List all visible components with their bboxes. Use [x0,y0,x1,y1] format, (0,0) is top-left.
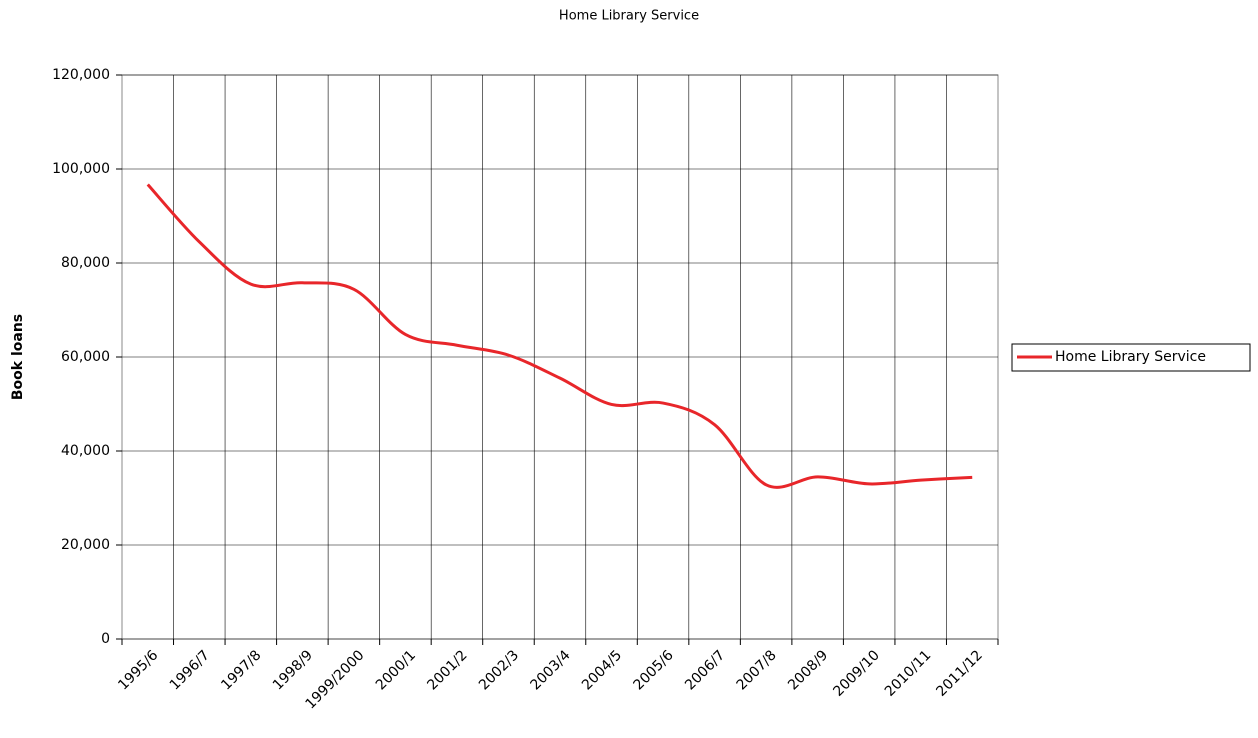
y-tick-label: 20,000 [61,537,110,553]
x-tick-label: 1997/8 [218,647,264,693]
x-tick-label: 2010/11 [882,647,934,699]
y-tick-label: 100,000 [52,161,110,177]
x-tick-label: 2001/2 [424,647,470,693]
x-tick-label: 1998/9 [270,647,316,693]
x-tick-label: 2004/5 [579,647,625,693]
x-tick-label: 1995/6 [115,647,161,693]
x-tick-label: 2006/7 [682,647,728,693]
legend-label: Home Library Service [1055,349,1206,365]
x-tick-label: 2002/3 [476,647,522,693]
x-tick-label: 2000/1 [373,647,419,693]
y-tick-label: 80,000 [61,255,110,271]
x-tick-label: 2007/8 [734,647,780,693]
x-tick-label: 2009/10 [830,647,882,699]
y-tick-label: 40,000 [61,443,110,459]
x-tick-label: 2008/9 [785,647,831,693]
x-tick-label: 2011/12 [933,647,985,699]
chart-title: Home Library Service [559,9,699,24]
y-tick-label: 60,000 [61,349,110,365]
x-tick-label: 1996/7 [167,647,213,693]
y-tick-label: 120,000 [52,67,110,83]
series-line [146,183,973,489]
y-tick-label: 0 [101,631,110,647]
y-axis-title: Book loans [10,314,26,400]
x-tick-label: 2003/4 [528,647,574,693]
x-tick-label: 2005/6 [631,647,677,693]
